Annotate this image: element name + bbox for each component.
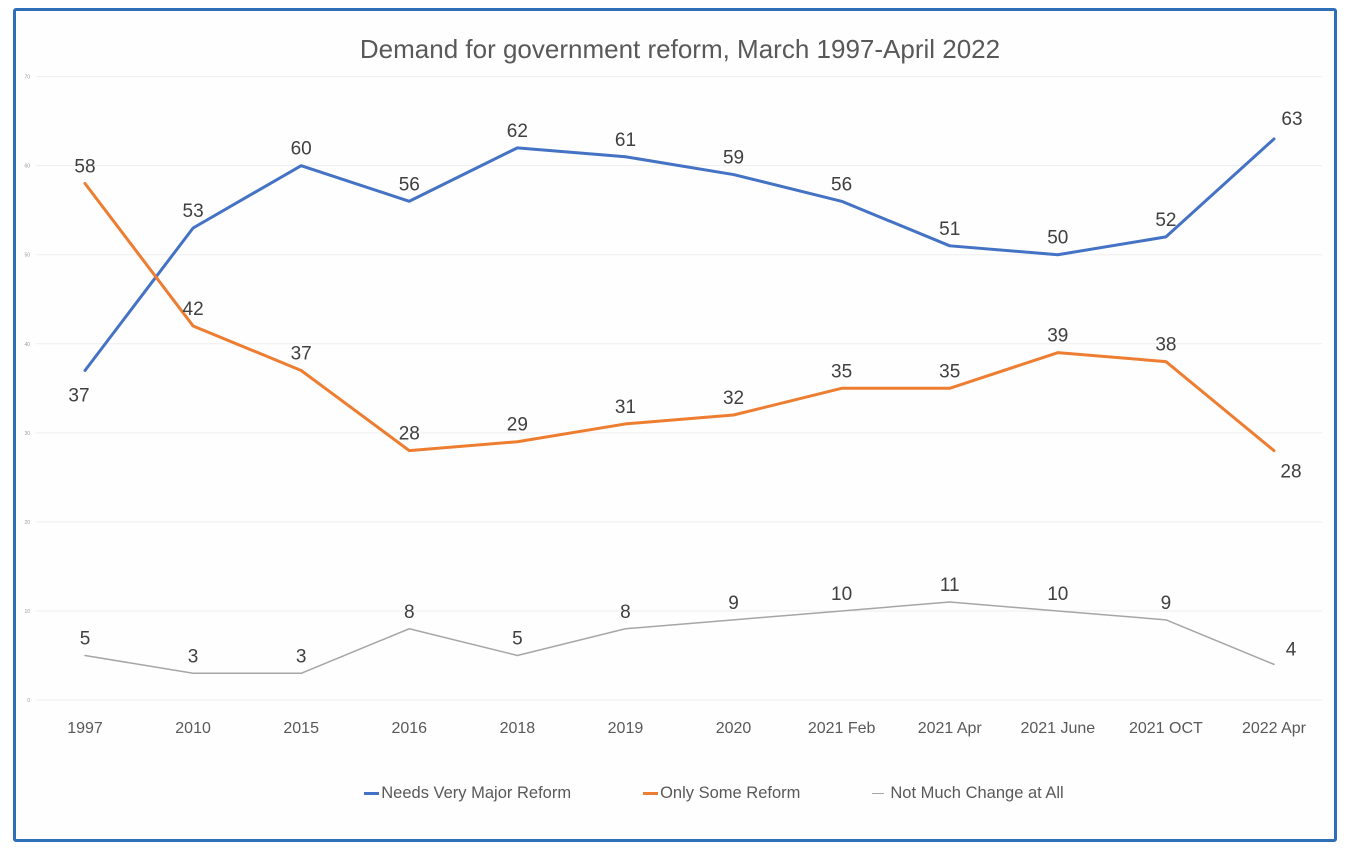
legend-dash-icon [872, 792, 885, 795]
legend-dash-icon [364, 792, 380, 795]
chart-frame [13, 8, 1337, 842]
data-label: 10 [831, 584, 852, 605]
data-label: 31 [615, 397, 636, 418]
y-axis-tick-label: 50 [24, 253, 30, 259]
data-label: 38 [1155, 335, 1176, 356]
x-axis-tick-labels: 1997 2010 2015 2016 2018 2019 2020 2021 Feb 2021… [67, 720, 1306, 737]
y-axis-tick-label: 30 [24, 431, 30, 437]
data-label: 61 [615, 130, 636, 151]
legend-label: Not Much Change at All [890, 784, 1064, 802]
x-axis-tick-label: 2021 June [1020, 720, 1095, 737]
data-label: 3 [188, 646, 199, 667]
y-axis-tick-label: 0 [27, 698, 30, 704]
data-label: 59 [723, 148, 744, 169]
data-label: 5 [80, 628, 91, 649]
legend-item-only-some-reform: Only Some Reform [643, 784, 800, 803]
data-label: 50 [1047, 228, 1068, 249]
data-label: 60 [291, 139, 312, 160]
data-label: 3 [296, 646, 307, 667]
data-label: 35 [831, 361, 852, 382]
data-label: 52 [1155, 210, 1176, 231]
data-label: 8 [404, 602, 415, 623]
data-label: 28 [1280, 462, 1301, 483]
data-label: 10 [1047, 584, 1068, 605]
x-axis-tick-label: 2019 [608, 720, 644, 737]
data-label: 51 [939, 219, 960, 240]
data-label: 35 [939, 361, 960, 382]
data-label: 39 [1047, 326, 1068, 347]
data-label: 29 [507, 415, 528, 436]
x-axis-tick-label: 2022 Apr [1242, 720, 1307, 737]
data-label: 56 [831, 174, 852, 195]
y-axis-tick-label: 60 [24, 164, 30, 170]
data-label: 28 [399, 424, 420, 445]
x-axis-tick-label: 2015 [283, 720, 319, 737]
legend: Needs Very Major Reform Only Some Reform… [40, 784, 1348, 803]
x-axis-tick-label: 2021 Feb [808, 720, 876, 737]
data-label: 37 [291, 343, 312, 364]
series-lines [83, 137, 1276, 675]
data-label: 58 [74, 156, 95, 177]
series-line [84, 601, 1275, 675]
data-label: 62 [507, 121, 528, 142]
series-line [83, 137, 1276, 372]
legend-dash-icon [643, 792, 659, 795]
x-axis-tick-label: 2021 Apr [918, 720, 983, 737]
legend-item-not-much-change-at-all: Not Much Change at All [872, 784, 1064, 803]
data-label: 5 [512, 628, 523, 649]
data-label: 56 [399, 174, 420, 195]
data-label: 37 [68, 385, 89, 406]
y-axis-tick-label: 70 [24, 75, 30, 81]
y-axis-tick-label: 40 [24, 342, 30, 348]
data-label: 9 [728, 593, 739, 614]
legend-item-needs-very-major-reform: Needs Very Major Reform [364, 784, 571, 803]
series-line [83, 181, 1276, 453]
data-label: 11 [940, 575, 960, 596]
x-axis-tick-label: 2016 [391, 720, 427, 737]
chart-title: Demand for government reform, March 1997… [360, 34, 1000, 64]
x-axis-tick-label: 2010 [175, 720, 211, 737]
y-axis-tick-label: 10 [24, 609, 30, 615]
x-axis-tick-label: 1997 [67, 720, 103, 737]
data-label: 63 [1281, 109, 1302, 130]
data-label: 8 [620, 602, 631, 623]
x-axis-tick-label: 2021 OCT [1129, 720, 1203, 737]
x-axis-tick-label: 2018 [500, 720, 536, 737]
y-axis-tick-label: 20 [24, 520, 30, 526]
x-axis-tick-label: 2020 [716, 720, 752, 737]
gridlines [36, 76, 1322, 701]
legend-label: Only Some Reform [660, 784, 801, 802]
data-label: 32 [723, 388, 744, 409]
y-axis-tick-labels: 0 10 20 30 40 50 60 70 [24, 75, 30, 704]
legend-label: Needs Very Major Reform [381, 784, 572, 802]
data-label: 42 [183, 299, 204, 320]
data-label: 4 [1286, 639, 1297, 660]
data-label: 53 [183, 201, 204, 222]
data-label: 9 [1161, 593, 1172, 614]
